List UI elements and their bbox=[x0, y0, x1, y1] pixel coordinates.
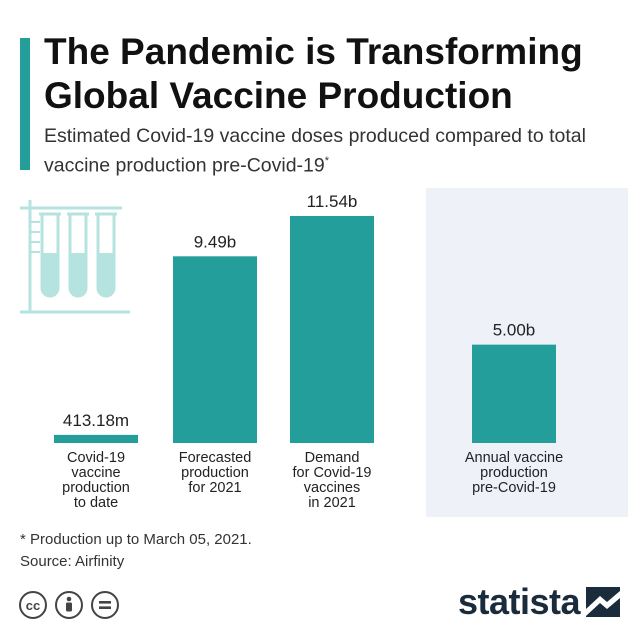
subtitle-text: Estimated Covid-19 vaccine doses produce… bbox=[44, 125, 586, 177]
bars: 413.18m Covid-19 vaccine production to date 9… bbox=[54, 192, 563, 511]
value-label-2: 11.54b bbox=[307, 192, 358, 211]
chart-title: The Pandemic is Transforming Global Vacc… bbox=[44, 31, 583, 116]
cc-icon[interactable]: cc bbox=[18, 590, 48, 620]
value-label-0: 413.18m bbox=[63, 411, 129, 430]
test-tubes-icon bbox=[20, 200, 130, 314]
bar-0 bbox=[54, 434, 138, 443]
source-note: Source: Airfinity bbox=[20, 553, 125, 570]
bar-1 bbox=[173, 256, 257, 443]
bar-3 bbox=[472, 344, 556, 443]
statista-logo[interactable]: statista bbox=[458, 581, 621, 622]
statista-logo-icon bbox=[586, 587, 621, 617]
bar-2 bbox=[290, 216, 374, 443]
license-icons: cc bbox=[18, 590, 120, 622]
subtitle-footnote-marker: * bbox=[324, 155, 330, 167]
statista-wordmark: statista bbox=[458, 581, 581, 622]
no-derivatives-icon[interactable] bbox=[90, 590, 120, 620]
category-label-1: Forecasted production for 2021 bbox=[179, 450, 252, 496]
bar-chart: 413.18m Covid-19 vaccine production to date 9… bbox=[20, 188, 628, 517]
attribution-icon[interactable] bbox=[54, 590, 84, 620]
svg-text:cc: cc bbox=[26, 598, 40, 613]
footnote: * Production up to March 05, 2021. bbox=[20, 531, 252, 548]
category-label-2: Demand for Covid-19 vaccines in 2021 bbox=[293, 450, 372, 511]
value-label-1: 9.49b bbox=[194, 232, 237, 251]
title-accent-bar bbox=[20, 38, 30, 170]
chart-subtitle: Estimated Covid-19 vaccine doses produce… bbox=[44, 124, 634, 179]
category-label-3: Annual vaccine production pre-Covid-19 bbox=[465, 450, 563, 496]
category-label-0: Covid-19 vaccine production to date bbox=[62, 450, 130, 511]
value-label-3: 5.00b bbox=[493, 321, 536, 340]
